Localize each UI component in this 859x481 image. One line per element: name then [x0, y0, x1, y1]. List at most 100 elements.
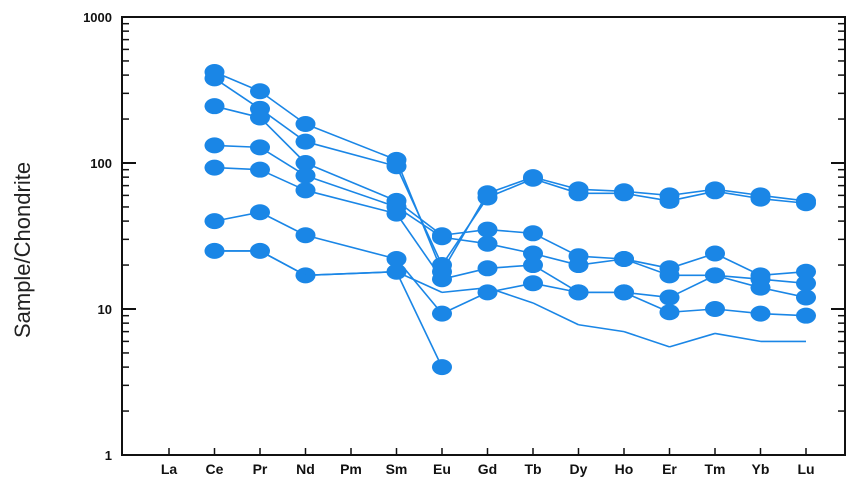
data-point — [386, 251, 407, 268]
data-point — [523, 275, 543, 292]
series-line-segment — [259, 90, 306, 125]
data-point — [295, 133, 316, 150]
data-point — [523, 170, 543, 187]
series-line-segment — [305, 189, 397, 215]
x-tick-label: La — [161, 461, 178, 477]
series-line-segment — [305, 174, 397, 208]
series-2 — [204, 70, 816, 274]
data-point — [568, 257, 589, 274]
x-tick-label: Ho — [615, 461, 634, 477]
data-point — [432, 257, 452, 274]
x-tick-label: Sm — [386, 461, 408, 477]
series-line-segment — [305, 162, 397, 202]
data-point — [705, 301, 725, 317]
series-line-segment — [396, 271, 443, 294]
data-point — [250, 204, 270, 221]
series-1 — [204, 64, 816, 280]
data-point — [796, 275, 816, 292]
series-line-segment — [395, 165, 443, 266]
series-line-segment — [623, 330, 670, 348]
data-point — [477, 221, 498, 238]
data-point — [614, 185, 634, 202]
data-point — [432, 271, 452, 288]
data-point — [614, 284, 634, 301]
series-line-segment — [441, 286, 488, 294]
series-line-segment — [305, 270, 397, 277]
data-point — [796, 307, 816, 324]
x-tick-label: Tm — [705, 461, 726, 477]
x-tick-label: Tb — [524, 461, 541, 477]
data-point — [523, 245, 543, 262]
data-point — [386, 205, 407, 222]
y-tick-label: 1 — [105, 448, 112, 463]
x-tick-label: Dy — [570, 461, 588, 477]
series-line-segment — [578, 323, 625, 333]
data-point — [432, 305, 452, 322]
data-point — [386, 158, 407, 175]
x-tick-label: Eu — [433, 461, 451, 477]
series-line-segment — [395, 271, 443, 368]
plot-border — [121, 16, 846, 456]
data-point — [432, 359, 452, 376]
series-line-segment — [714, 332, 761, 343]
x-tick-label: Pr — [253, 461, 268, 477]
series-6 — [204, 204, 816, 324]
data-point — [523, 257, 543, 274]
data-point — [250, 161, 270, 178]
data-point — [477, 284, 498, 301]
x-tick-label: Er — [662, 461, 677, 477]
y-tick-label: 100 — [90, 156, 112, 171]
data-point — [250, 83, 270, 100]
data-point — [659, 304, 680, 321]
series-line-segment — [487, 286, 534, 304]
data-point — [750, 305, 771, 322]
series-line-segment — [259, 250, 306, 277]
data-point — [568, 185, 589, 202]
data-point — [295, 227, 316, 244]
data-point — [204, 137, 225, 154]
x-tick-label: Gd — [478, 461, 497, 477]
data-point — [523, 225, 543, 242]
data-point — [477, 189, 498, 206]
data-point — [295, 182, 316, 199]
data-point — [250, 109, 270, 126]
x-tick-label: Lu — [797, 461, 814, 477]
data-point — [659, 289, 680, 306]
data-point — [750, 279, 771, 296]
data-point — [250, 139, 270, 156]
series-7 — [204, 242, 452, 376]
x-tick-label: Nd — [296, 461, 315, 477]
x-tick-label: Pm — [340, 461, 362, 477]
series-line-segment — [395, 213, 443, 280]
data-point — [659, 192, 680, 209]
plot-frame — [121, 16, 846, 456]
y-axis: 1 10 100 1000 — [83, 10, 845, 463]
data-point — [295, 115, 316, 132]
data-point — [568, 284, 589, 301]
data-point — [295, 167, 316, 184]
series-line-segment — [669, 332, 716, 348]
data-point — [477, 235, 498, 252]
series-line-segment — [305, 140, 397, 168]
data-point — [204, 70, 225, 87]
x-tick-label: Yb — [752, 461, 770, 477]
series-5 — [204, 159, 816, 306]
data-point — [204, 213, 225, 230]
series-line-segment — [441, 197, 489, 266]
data-point — [796, 195, 816, 212]
y-tick-label: 1000 — [83, 10, 112, 25]
data-point — [750, 190, 771, 207]
data-point — [477, 260, 498, 277]
series-line-segment — [532, 302, 579, 326]
y-tick-label: 10 — [98, 302, 112, 317]
data-point — [614, 251, 634, 268]
data-point — [796, 289, 816, 306]
data-point — [204, 98, 225, 115]
data-point — [204, 159, 225, 176]
data-point — [705, 267, 725, 284]
y-axis-title: Sample/Chondrite — [10, 162, 35, 338]
data-point — [796, 263, 816, 280]
series-line-segment — [305, 123, 397, 161]
series-line-segment — [259, 116, 307, 164]
